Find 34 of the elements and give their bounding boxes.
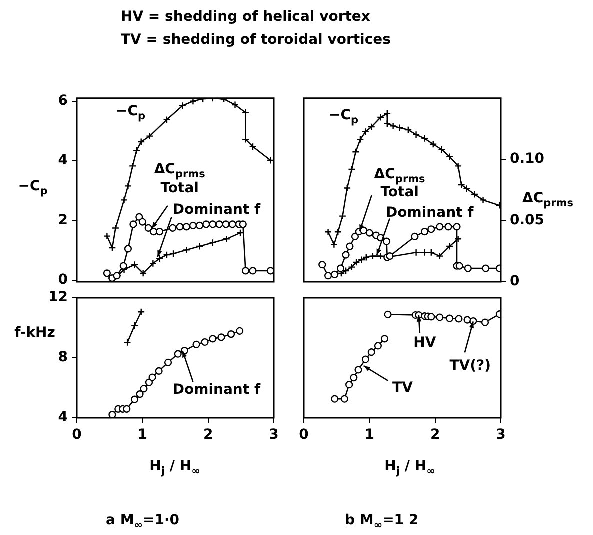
annotation: Dominant f: [172, 202, 261, 218]
y-tick-label: 12: [48, 290, 68, 306]
y-tick-label: 4: [58, 152, 68, 169]
text: HV = shedding of helical vortex: [121, 8, 370, 26]
y-tick-label: 6: [58, 93, 68, 110]
x-axis-title: H$_{j}$ / H$_{∞}$: [384, 458, 436, 478]
x-tick-label: 0: [72, 427, 82, 444]
annotation: −C$_{p}$: [116, 104, 146, 122]
x-tick-label: 2: [203, 427, 214, 444]
y-axis-title: f-kHz: [14, 324, 56, 342]
y2-tick-label: 0.10: [510, 151, 545, 168]
text: a M$_{∞}$=1·0: [106, 512, 180, 532]
y-axis-title: −C$_{p}$: [18, 178, 48, 198]
x-tick-label: 3: [269, 427, 279, 444]
text: TV = shedding of toroidal vortices: [121, 32, 391, 48]
x-tick-label: 1: [364, 427, 375, 444]
annotation: Dominant f: [172, 382, 261, 398]
y2-tick-label: 0: [510, 274, 520, 290]
x-tick-label: 1: [138, 427, 148, 444]
y-tick-label: 4: [58, 410, 68, 426]
annotation: −C$_{p}$: [329, 108, 359, 126]
y-tick-label: 8: [58, 350, 68, 366]
text: b M$_{∞}$=1 2: [345, 512, 419, 532]
x-tick-label: 2: [430, 427, 440, 444]
x-tick-label: 3: [496, 427, 506, 444]
y-tick-label: 2: [58, 212, 68, 228]
annotation: Dominant f: [386, 204, 474, 221]
x-tick-label: 0: [299, 427, 310, 444]
annotation: TV: [392, 380, 413, 396]
y2-tick-label: 0.05: [510, 212, 545, 228]
annotation: TV(?): [450, 358, 492, 374]
y-tick-label: 0: [58, 272, 68, 288]
x-axis-title: H$_{j}$ / H$_{∞}$: [150, 458, 200, 478]
annotation: HV: [414, 335, 436, 352]
